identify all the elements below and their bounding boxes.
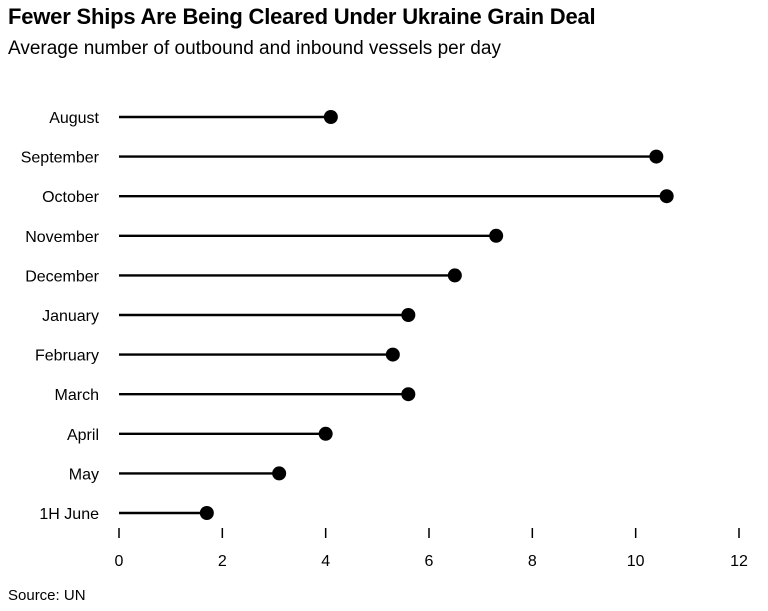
lollipop-dot <box>401 387 416 402</box>
x-tick-label: 4 <box>321 553 330 570</box>
chart-title: Fewer Ships Are Being Cleared Under Ukra… <box>8 4 596 29</box>
category-label: August <box>49 110 99 127</box>
lollipop-dot <box>199 506 214 520</box>
category-label: November <box>25 229 99 246</box>
lollipop-dot <box>401 308 416 322</box>
x-tick-label: 6 <box>425 553 434 570</box>
x-tick-label: 0 <box>115 553 124 570</box>
category-label: May <box>69 466 99 483</box>
lollipop-dot <box>659 189 674 204</box>
category-label: 1H June <box>39 506 99 523</box>
category-label: February <box>35 348 99 365</box>
x-tick-label: 10 <box>627 553 645 570</box>
category-label: March <box>55 387 99 404</box>
source-note: Source: UN <box>8 587 86 604</box>
lollipop-dot <box>318 426 333 441</box>
category-label: January <box>42 308 99 325</box>
lollipop-dot <box>323 110 338 124</box>
chart-subtitle: Average number of outbound and inbound v… <box>8 38 501 59</box>
lollipop-dot <box>385 347 400 362</box>
category-label: December <box>25 268 99 285</box>
x-tick-label: 2 <box>218 553 227 570</box>
lollipop-dot <box>272 466 287 481</box>
category-label: October <box>42 189 100 206</box>
category-label: September <box>21 150 100 167</box>
lollipop-dot <box>447 268 462 283</box>
x-tick-label: 8 <box>528 553 537 570</box>
lollipop-dot <box>649 149 664 164</box>
x-tick-label: 12 <box>730 553 748 570</box>
lollipop-dot <box>489 228 504 243</box>
category-label: April <box>67 427 99 444</box>
